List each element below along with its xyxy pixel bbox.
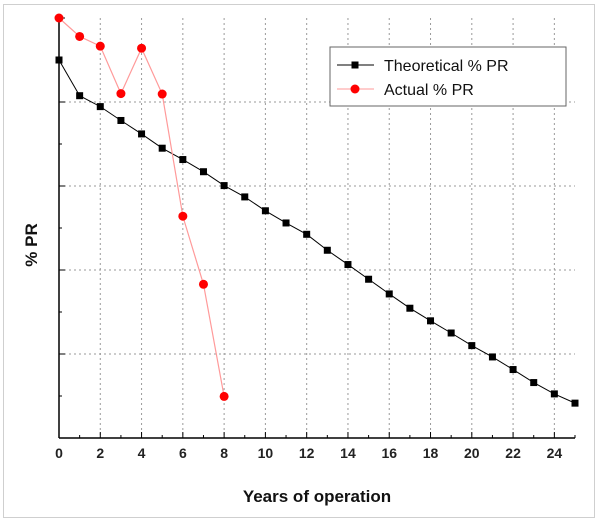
data-point-theoretical <box>55 56 63 64</box>
data-point-theoretical <box>550 390 558 398</box>
data-point-theoretical <box>509 366 517 374</box>
data-point-theoretical <box>303 230 311 238</box>
legend: Theoretical % PR Actual % PR <box>329 46 567 107</box>
axes <box>58 17 576 439</box>
x-tick-label: 8 <box>220 445 228 461</box>
x-tick-label: 18 <box>423 445 439 461</box>
data-point-theoretical <box>117 116 125 124</box>
data-point-theoretical <box>530 379 538 387</box>
data-point-actual <box>75 31 85 41</box>
data-point-actual <box>137 43 147 53</box>
data-point-theoretical <box>406 304 414 312</box>
x-tick-label: 20 <box>464 445 480 461</box>
legend-marker-theoretical <box>351 61 359 69</box>
x-tick-label: 12 <box>299 445 315 461</box>
data-point-theoretical <box>571 399 579 407</box>
data-point-theoretical <box>427 317 435 325</box>
data-point-theoretical <box>282 219 290 227</box>
x-tick-label: 10 <box>258 445 274 461</box>
data-point-theoretical <box>241 193 249 201</box>
x-tick-label: 22 <box>505 445 521 461</box>
data-point-actual <box>116 89 126 99</box>
x-tick-label: 24 <box>547 445 563 461</box>
y-axis-title: % PR <box>22 223 41 266</box>
data-point-actual <box>219 391 229 401</box>
x-tick-label: 6 <box>179 445 187 461</box>
data-point-theoretical <box>96 103 104 111</box>
data-point-theoretical <box>179 156 187 164</box>
data-point-theoretical <box>199 168 207 176</box>
data-point-actual <box>95 41 105 51</box>
x-tick-label: 16 <box>381 445 397 461</box>
data-point-actual <box>157 89 167 99</box>
x-tick-label: 0 <box>55 445 63 461</box>
x-tick-labels: 0 2 4 6 8 10 12 14 16 18 20 22 24 <box>55 445 562 461</box>
data-point-theoretical <box>447 329 455 337</box>
data-point-theoretical <box>76 92 84 100</box>
data-point-theoretical <box>220 182 228 190</box>
data-point-theoretical <box>468 342 476 350</box>
x-tick-label: 4 <box>138 445 146 461</box>
data-point-theoretical <box>323 246 331 254</box>
legend-label-theoretical: Theoretical % PR <box>384 58 509 75</box>
data-point-theoretical <box>261 207 269 215</box>
data-point-theoretical <box>385 290 393 298</box>
legend-marker-actual <box>350 84 360 94</box>
series-layer <box>54 13 579 407</box>
data-point-actual <box>198 279 208 289</box>
data-point-theoretical <box>488 353 496 361</box>
legend-box <box>329 46 567 107</box>
data-point-actual <box>178 211 188 221</box>
data-point-theoretical <box>158 144 166 152</box>
data-point-theoretical <box>365 275 373 283</box>
data-point-theoretical <box>344 261 352 269</box>
x-tick-label: 14 <box>340 445 356 461</box>
data-point-theoretical <box>138 130 146 138</box>
data-point-actual <box>54 13 64 23</box>
legend-label-actual: Actual % PR <box>384 82 474 99</box>
series-line-theoretical <box>58 59 576 404</box>
x-tick-label: 2 <box>96 445 104 461</box>
x-axis-title: Years of operation <box>243 487 391 506</box>
